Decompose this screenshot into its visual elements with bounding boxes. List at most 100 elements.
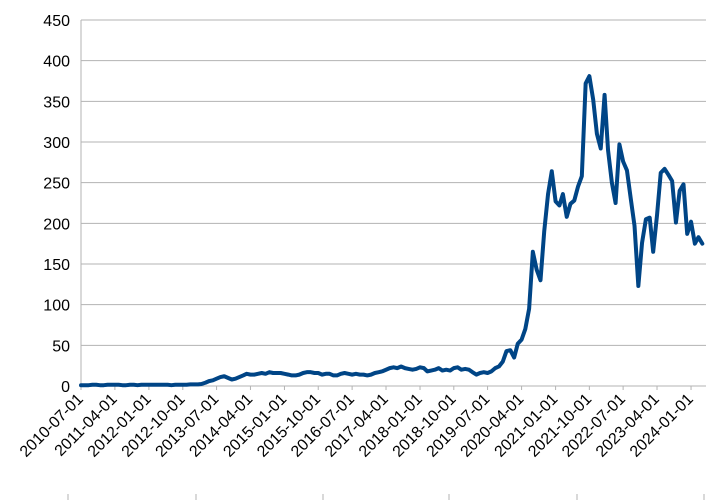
data-point xyxy=(611,182,613,184)
data-point xyxy=(219,376,221,378)
data-point xyxy=(106,384,109,386)
data-point xyxy=(694,243,696,245)
data-point xyxy=(483,371,485,373)
data-point xyxy=(359,374,361,376)
data-point xyxy=(592,99,594,101)
y-axis-tick-labels: 0 50 100 150 200 250 300 350 400 450 xyxy=(43,13,70,396)
data-point xyxy=(321,374,323,376)
data-point xyxy=(618,143,621,146)
data-point xyxy=(494,367,496,369)
data-point xyxy=(129,384,131,386)
data-point xyxy=(306,371,308,373)
data-point xyxy=(486,372,489,374)
data-point xyxy=(114,384,116,386)
data-point xyxy=(118,384,120,386)
data-point xyxy=(287,374,289,376)
data-point xyxy=(99,384,101,386)
data-point xyxy=(426,370,428,372)
data-point xyxy=(475,374,477,376)
data-point xyxy=(547,193,549,195)
data-point xyxy=(148,384,150,386)
data-point xyxy=(566,216,568,218)
data-point xyxy=(667,173,669,176)
data-point xyxy=(577,186,579,188)
data-point xyxy=(663,168,666,170)
data-point xyxy=(460,369,462,371)
y-tick-label: 400 xyxy=(43,54,70,71)
data-point xyxy=(155,384,157,386)
data-point xyxy=(317,372,319,374)
data-point xyxy=(569,203,572,205)
data-point xyxy=(641,242,643,244)
data-point xyxy=(536,269,538,271)
data-point xyxy=(186,384,188,386)
data-point xyxy=(347,373,350,375)
data-point xyxy=(479,372,481,374)
y-tick-label: 450 xyxy=(43,13,70,30)
data-point xyxy=(310,371,312,373)
data-point xyxy=(596,133,598,135)
data-point xyxy=(562,193,564,195)
y-tick-label: 150 xyxy=(43,257,70,274)
data-point xyxy=(558,204,561,207)
data-point xyxy=(215,378,218,380)
data-point xyxy=(268,371,270,373)
data-point xyxy=(91,384,93,386)
data-point xyxy=(449,369,451,372)
data-point xyxy=(231,378,233,381)
data-point xyxy=(178,384,180,386)
data-point xyxy=(355,373,357,375)
data-point xyxy=(389,367,391,369)
data-point xyxy=(396,367,398,369)
data-point xyxy=(656,214,658,216)
data-point xyxy=(170,384,173,386)
data-point xyxy=(671,180,673,182)
data-point xyxy=(551,170,553,172)
data-point xyxy=(573,199,575,202)
data-point xyxy=(381,370,383,372)
data-point xyxy=(336,374,338,377)
series-lines xyxy=(79,74,705,388)
data-point xyxy=(95,384,97,386)
data-point xyxy=(110,384,112,386)
data-point xyxy=(645,218,647,220)
data-point xyxy=(313,372,316,374)
data-point xyxy=(121,384,124,386)
data-point xyxy=(152,384,154,386)
data-point xyxy=(543,230,545,233)
data-point xyxy=(343,372,346,374)
data-point xyxy=(434,369,436,371)
data-point xyxy=(88,384,90,386)
data-point xyxy=(125,384,127,386)
data-point xyxy=(133,384,135,386)
data-point xyxy=(607,149,609,151)
y-tick-label: 200 xyxy=(43,216,70,233)
data-point xyxy=(193,383,195,385)
data-point xyxy=(701,243,703,245)
data-point xyxy=(182,384,184,386)
data-point xyxy=(144,384,146,386)
y-tick-label: 50 xyxy=(52,338,70,355)
data-point xyxy=(197,383,199,385)
data-point xyxy=(430,369,432,372)
data-point xyxy=(600,147,602,150)
data-point xyxy=(257,373,259,375)
data-point xyxy=(283,373,286,375)
data-point xyxy=(212,379,214,381)
data-point xyxy=(660,172,662,174)
data-point xyxy=(374,372,376,374)
data-point xyxy=(264,373,267,375)
data-point xyxy=(622,160,624,163)
data-point xyxy=(370,374,372,376)
data-point xyxy=(84,384,86,386)
data-point xyxy=(423,367,425,369)
data-point xyxy=(167,384,169,386)
data-point xyxy=(80,384,82,386)
y-tick-label: 100 xyxy=(43,298,70,315)
data-point xyxy=(415,368,417,370)
data-point xyxy=(272,372,274,374)
y-tick-label: 250 xyxy=(43,176,70,193)
data-point xyxy=(332,374,335,377)
y-tick-label: 0 xyxy=(61,379,70,396)
series-line-1 xyxy=(79,74,705,388)
